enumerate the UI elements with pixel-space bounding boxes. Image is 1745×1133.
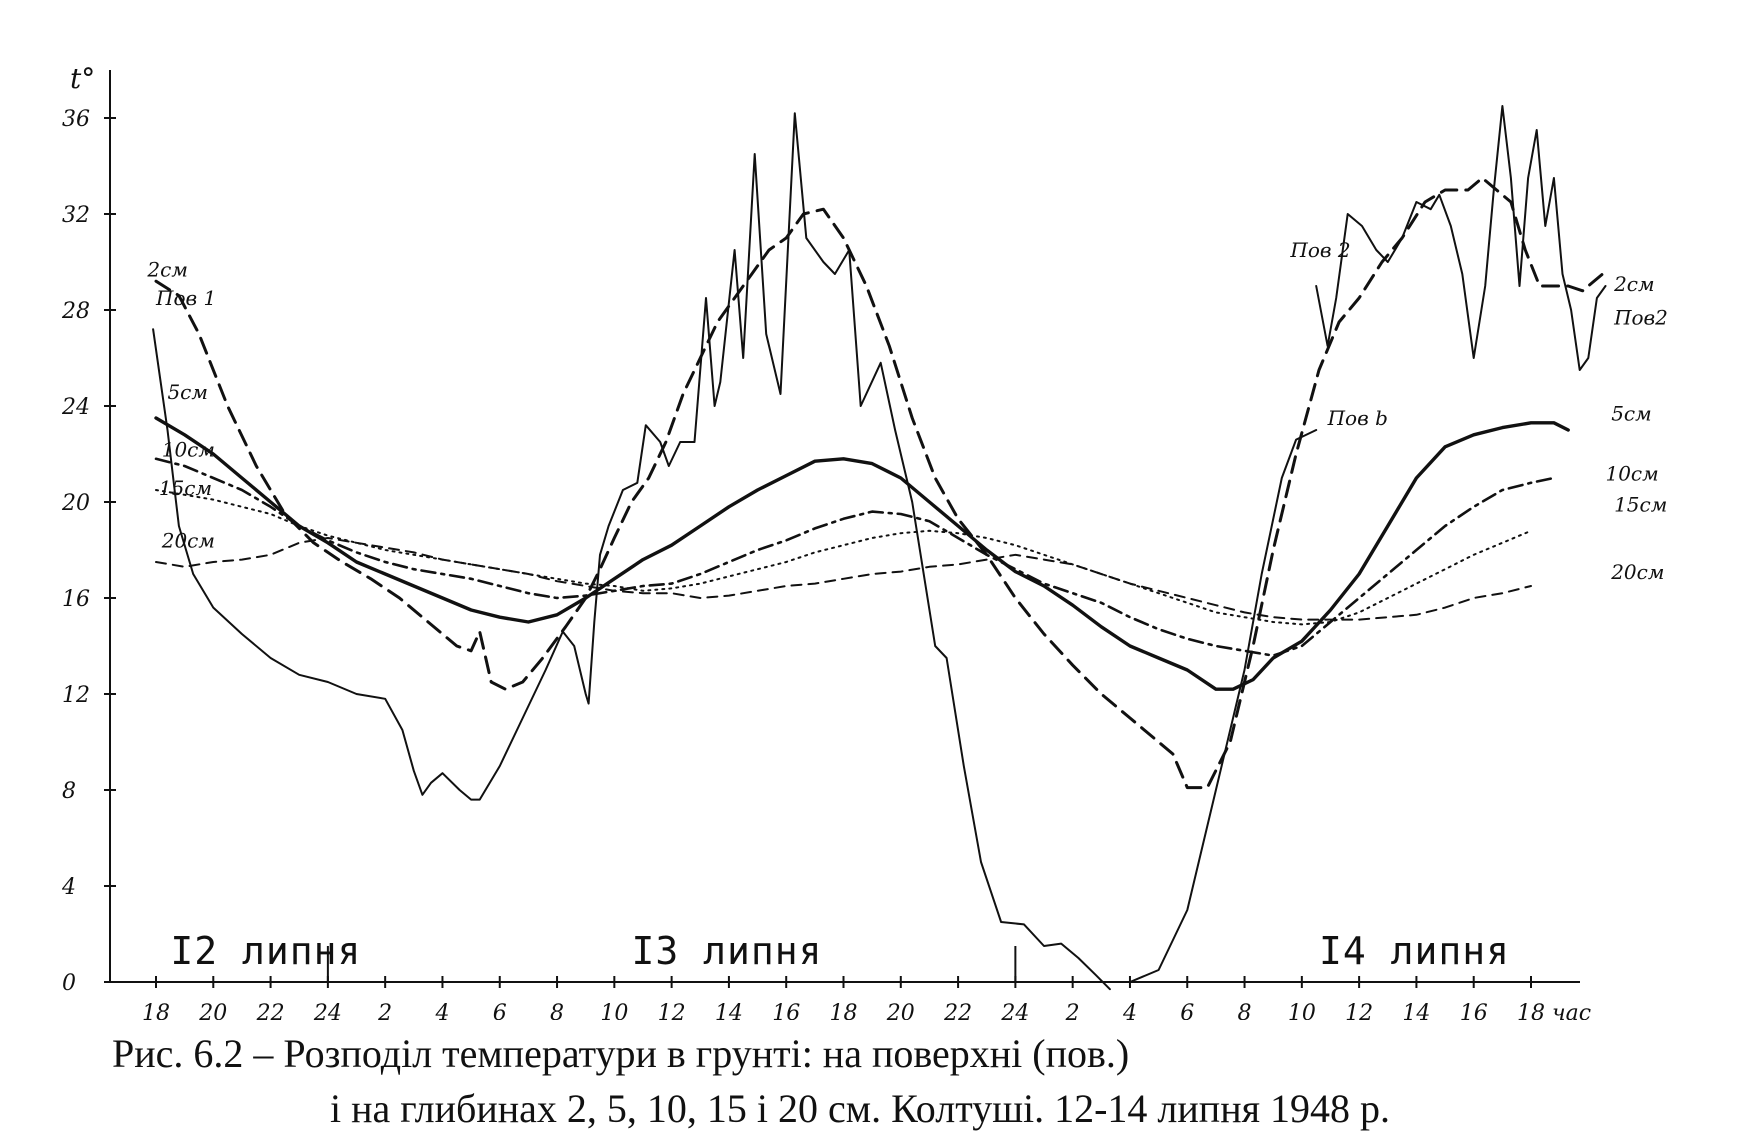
y-tick-label: 8 — [62, 779, 76, 804]
y-tick-label: 24 — [61, 395, 90, 420]
x-tick-label: 10 — [600, 1001, 628, 1020]
x-tick-label: 20 — [886, 1001, 915, 1020]
x-tick-label: 16 — [1460, 1001, 1488, 1020]
series-label: Пов 2 — [1289, 238, 1350, 262]
x-tick-label: 16 — [772, 1001, 800, 1020]
x-tick-label: 14 — [715, 1001, 743, 1020]
figure-caption-line-2: і на глибинах 2, 5, 10, 15 і 20 см. Колт… — [330, 1086, 1390, 1131]
series-line — [155, 537, 1532, 621]
day-label: I4 липня — [1319, 929, 1510, 973]
y-tick-label: 4 — [61, 875, 76, 900]
series-end-label: Пов2 — [1613, 305, 1668, 329]
y-tick-label: 12 — [62, 683, 90, 708]
series-label: 2см — [146, 257, 188, 281]
series-line — [155, 489, 1532, 626]
y-tick-label: 32 — [62, 203, 90, 228]
x-tick-label: 2 — [377, 1001, 392, 1020]
series-label: 10см — [162, 437, 215, 461]
y-axis-title: t° — [70, 62, 95, 95]
x-tick-group: 18 20 22 24 2 4 6 8 10 12 14 16 18 20 22 24 2 4 6 8 10 12 14 16… — [142, 976, 1591, 1020]
series-label: 15см — [159, 476, 212, 500]
figure-caption-line-1: Рис. 6.2 – Розподіл температури в грунті… — [112, 1031, 1130, 1076]
series-group — [152, 105, 1607, 991]
y-tick-group: 0 4 8 12 16 20 24 28 32 36 — [61, 107, 116, 996]
chart-axes: t° — [70, 62, 1580, 983]
x-tick-label: 8 — [550, 1001, 564, 1020]
x-tick-label: 18 — [830, 1001, 858, 1020]
series-line — [154, 176, 1607, 790]
x-tick-label: 8 — [1238, 1001, 1252, 1020]
y-tick-label: 0 — [62, 971, 76, 996]
x-tick-label: 24 — [313, 1001, 342, 1020]
x-tick-label: 22 — [256, 1001, 285, 1020]
series-label-group: Пов 1 Пов b Пов 2 2см 5см 10см 15см 20см 2см Пов2… — [146, 238, 1668, 584]
series-end-label: 10см — [1605, 461, 1658, 485]
day-label-group: I2 липня I3 липня I4 липня — [170, 929, 1510, 982]
day-label: I3 липня — [632, 929, 823, 973]
x-tick-label: 24 — [1000, 1001, 1029, 1020]
x-tick-label: 4 — [1122, 1001, 1137, 1020]
series-label: 5см — [167, 380, 208, 404]
x-tick-label: 18 — [142, 1001, 170, 1020]
x-tick-label: 2 — [1065, 1001, 1080, 1020]
x-tick-label: 22 — [943, 1001, 972, 1020]
x-tick-label: 20 — [198, 1001, 227, 1020]
series-line — [1315, 105, 1607, 371]
x-tick-label: 10 — [1288, 1001, 1316, 1020]
series-label: Пов 1 — [155, 286, 216, 310]
series-end-label: 5см — [1611, 401, 1652, 425]
x-tick-label: 18 час — [1517, 1001, 1591, 1020]
x-tick-label: 14 — [1402, 1001, 1430, 1020]
y-tick-label: 20 — [61, 491, 90, 516]
series-line — [154, 457, 1556, 657]
x-tick-label: 12 — [658, 1001, 686, 1020]
series-label: Пов b — [1327, 406, 1388, 430]
x-tick-label: 6 — [493, 1001, 507, 1020]
y-tick-label: 36 — [62, 107, 90, 132]
x-tick-label: 12 — [1345, 1001, 1373, 1020]
y-tick-label: 28 — [61, 299, 90, 324]
y-tick-label: 16 — [62, 587, 90, 612]
series-line — [154, 416, 1570, 691]
series-end-label: 20см — [1610, 560, 1664, 584]
series-end-label: 2см — [1613, 272, 1655, 296]
x-tick-label: 6 — [1180, 1001, 1194, 1020]
series-line — [1129, 429, 1318, 983]
x-tick-label: 4 — [434, 1001, 449, 1020]
series-line — [152, 112, 1111, 991]
series-label: 20см — [161, 529, 215, 553]
day-label: I2 липня — [170, 929, 361, 973]
series-end-label: 15см — [1614, 493, 1667, 517]
